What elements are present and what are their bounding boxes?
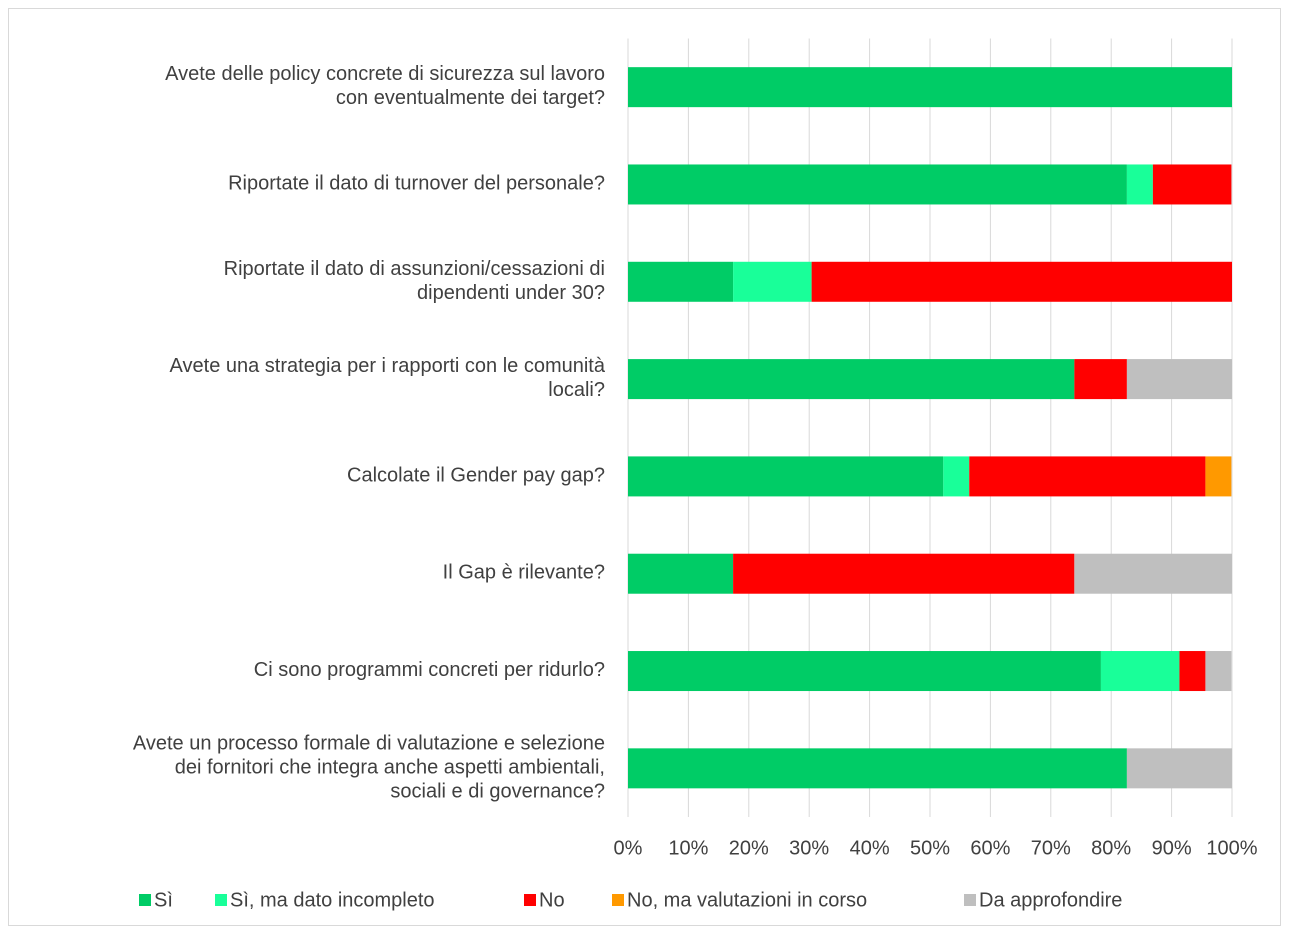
bar-segment — [628, 164, 1127, 205]
category-label: Riportate il dato di turnover del person… — [228, 173, 605, 195]
category-line: Ci sono programmi concreti per ridurlo? — [254, 659, 605, 681]
legend-label: Sì — [154, 889, 173, 911]
bar-segment — [1126, 359, 1232, 400]
x-tick-label: 40% — [850, 837, 890, 859]
x-tick-label: 10% — [668, 837, 708, 859]
legend-label: No — [539, 889, 565, 911]
category-line: Il Gap è rilevante? — [443, 562, 605, 584]
bar-segment — [628, 359, 1075, 400]
bar-segment — [1100, 651, 1180, 692]
category-line: Calcolate il Gender pay gap? — [347, 465, 605, 487]
bar-segment — [811, 261, 1232, 302]
bar-segment — [628, 748, 1127, 789]
category-label: Il Gap è rilevante? — [443, 562, 605, 584]
bar-segment — [943, 456, 970, 497]
category-line: con eventualmente dei target? — [336, 87, 605, 109]
legend-label: Da approfondire — [979, 889, 1122, 911]
bar-segment — [628, 261, 734, 302]
bar-segment — [1126, 748, 1232, 789]
category-line: locali? — [548, 379, 605, 401]
bar-segment — [1179, 651, 1206, 692]
category-line: sociali e di governance? — [390, 781, 605, 803]
x-tick-label: 100% — [1206, 837, 1257, 859]
bar-segment — [1074, 553, 1232, 594]
category-line: Avete delle policy concrete di sicurezza… — [165, 63, 605, 85]
bar-segment — [969, 456, 1206, 497]
category-line: Avete una strategia per i rapporti con l… — [170, 355, 606, 377]
bar-segment — [1074, 359, 1127, 400]
bar-segment — [628, 67, 1232, 108]
legend-swatch — [612, 894, 624, 906]
category-line: Riportate il dato di turnover del person… — [228, 173, 605, 195]
legend-swatch — [524, 894, 536, 906]
category-label: Avete delle policy concrete di sicurezza… — [165, 63, 605, 109]
bar-segment — [1205, 456, 1232, 497]
category-label: Calcolate il Gender pay gap? — [347, 465, 605, 487]
category-line: Riportate il dato di assunzioni/cessazio… — [224, 258, 605, 280]
x-tick-label: 70% — [1031, 837, 1071, 859]
category-label: Avete una strategia per i rapporti con l… — [170, 355, 606, 401]
bar-segment — [1152, 164, 1232, 205]
category-label: Riportate il dato di assunzioni/cessazio… — [224, 258, 605, 304]
bar-segment — [1205, 651, 1232, 692]
x-tick-label: 90% — [1152, 837, 1192, 859]
x-tick-label: 60% — [970, 837, 1010, 859]
bar-segment — [733, 553, 1075, 594]
x-tick-label: 50% — [910, 837, 950, 859]
bar-segment — [628, 456, 944, 497]
legend-swatch — [964, 894, 976, 906]
legend-swatch — [215, 894, 227, 906]
legend-swatch — [139, 894, 151, 906]
x-tick-label: 0% — [614, 837, 643, 859]
category-label: Ci sono programmi concreti per ridurlo? — [254, 659, 605, 681]
legend-label: No, ma valutazioni in corso — [627, 889, 867, 911]
x-tick-label: 20% — [729, 837, 769, 859]
x-tick-label: 80% — [1091, 837, 1131, 859]
category-line: dei fornitori che integra anche aspetti … — [175, 757, 605, 779]
legend-label: Sì, ma dato incompleto — [230, 889, 435, 911]
x-tick-label: 30% — [789, 837, 829, 859]
bar-segment — [733, 261, 812, 302]
bar-segment — [628, 651, 1101, 692]
category-label: Avete un processo formale di valutazione… — [133, 733, 605, 803]
category-line: Avete un processo formale di valutazione… — [133, 733, 605, 755]
bar-segment — [628, 553, 734, 594]
category-line: dipendenti under 30? — [417, 282, 605, 304]
bar-segment — [1126, 164, 1153, 205]
